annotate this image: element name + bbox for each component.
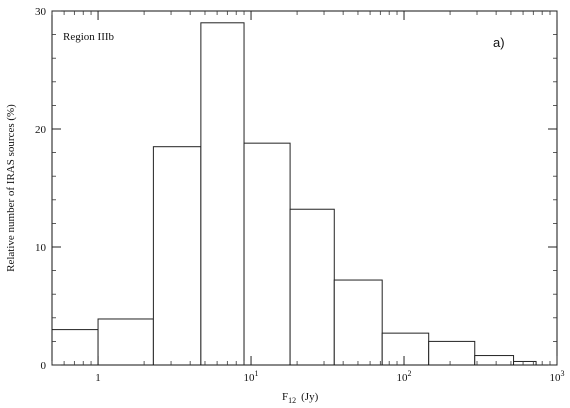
histogram-bar-10 — [474, 355, 515, 366]
histogram-bar-3 — [152, 146, 202, 366]
histogram-bar-1 — [51, 329, 99, 366]
histogram-bar-2 — [97, 318, 154, 366]
x-axis-label-unit: (Jy) — [301, 391, 318, 403]
histogram-bar-6 — [289, 208, 335, 366]
x-tick-label: 103 — [550, 369, 565, 384]
y-tick-label: 30 — [35, 6, 47, 18]
histogram-bar-5 — [243, 142, 291, 366]
region-annotation: Region IIIb — [63, 31, 115, 43]
x-tick-label: 1 — [95, 372, 101, 384]
plot-frame — [51, 10, 558, 366]
histogram-bar-4 — [200, 22, 245, 366]
histogram-bar-7 — [333, 279, 383, 366]
histogram-bar-11 — [513, 360, 537, 366]
x-axis-label: F12 (Jy) — [282, 391, 319, 405]
x-tick-labels: 1 101 102 103 — [95, 369, 564, 384]
y-tick-label: 10 — [35, 242, 47, 254]
y-axis-label: Relative number of IRAS sources (%) — [5, 104, 17, 272]
y-tick-label: 0 — [41, 360, 47, 372]
histogram-bar-8 — [381, 332, 430, 366]
x-axis-label-subscript: 12 — [288, 396, 296, 405]
histogram-bar-9 — [428, 340, 476, 366]
x-tick-label: 102 — [397, 369, 412, 384]
y-tick-labels: 0 10 20 30 — [35, 6, 47, 372]
y-tick-label: 20 — [35, 124, 47, 136]
histogram-bars — [51, 22, 537, 366]
x-tick-label: 101 — [244, 369, 259, 384]
x-axis-label-main: F — [282, 391, 288, 403]
axis-ticks — [51, 10, 558, 366]
panel-letter: a) — [493, 35, 505, 50]
